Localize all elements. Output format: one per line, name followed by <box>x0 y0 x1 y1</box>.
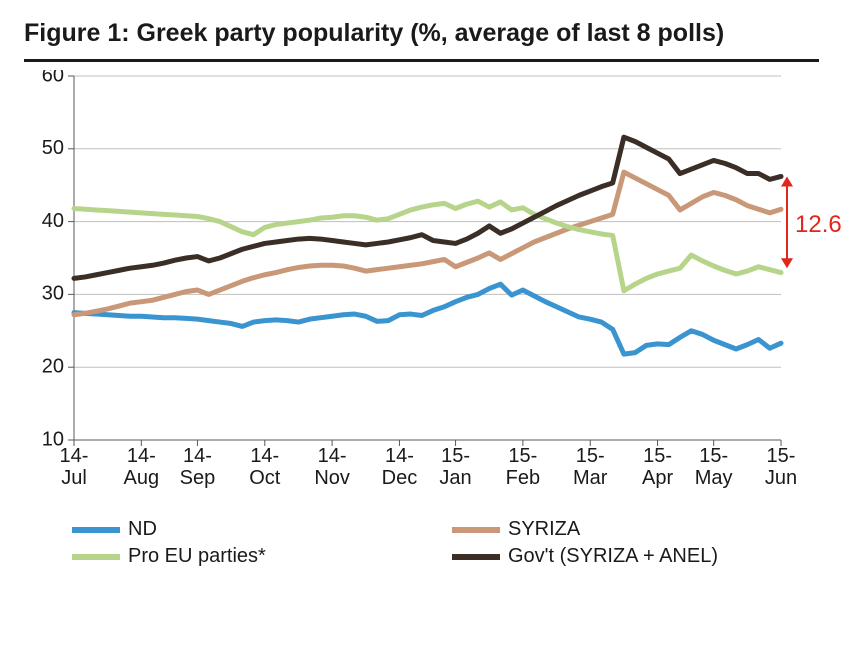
svg-text:Dec: Dec <box>382 467 418 489</box>
legend-swatch <box>72 527 120 533</box>
legend: ND SYRIZA Pro EU parties* Gov't (SYRIZA + A… <box>72 516 832 570</box>
svg-text:Sep: Sep <box>180 467 216 489</box>
svg-text:14-: 14- <box>127 445 156 467</box>
legend-swatch <box>452 554 500 560</box>
svg-text:14-: 14- <box>318 445 347 467</box>
legend-label: Gov't (SYRIZA + ANEL) <box>508 545 718 568</box>
svg-text:14-: 14- <box>250 445 279 467</box>
legend-item: Gov't (SYRIZA + ANEL) <box>452 543 832 570</box>
svg-text:Mar: Mar <box>573 467 608 489</box>
line-chart: 10203040506014-Jul14-Aug14-Sep14-Oct14-N… <box>24 70 819 510</box>
svg-text:Feb: Feb <box>506 467 540 489</box>
legend-item: Pro EU parties* <box>72 543 452 570</box>
figure-title: Figure 1: Greek party popularity (%, ave… <box>24 18 819 49</box>
svg-text:Apr: Apr <box>642 467 673 489</box>
legend-label: SYRIZA <box>508 518 580 541</box>
svg-text:Nov: Nov <box>314 467 350 489</box>
svg-text:Jan: Jan <box>439 467 471 489</box>
svg-text:Jun: Jun <box>765 467 797 489</box>
legend-label: Pro EU parties* <box>128 545 266 568</box>
legend-item: ND <box>72 516 452 543</box>
legend-swatch <box>452 527 500 533</box>
svg-text:15-: 15- <box>508 445 537 467</box>
legend-swatch <box>72 554 120 560</box>
svg-text:15-: 15- <box>699 445 728 467</box>
svg-text:30: 30 <box>42 283 64 305</box>
svg-text:15-: 15- <box>643 445 672 467</box>
title-rule <box>24 59 819 62</box>
svg-text:50: 50 <box>42 137 64 159</box>
svg-text:20: 20 <box>42 356 64 378</box>
svg-text:14-: 14- <box>385 445 414 467</box>
svg-text:40: 40 <box>42 210 64 232</box>
svg-text:May: May <box>695 467 733 489</box>
svg-text:Jul: Jul <box>61 467 87 489</box>
gap-annotation-label: 12.6 <box>795 211 842 239</box>
svg-text:14-: 14- <box>60 445 89 467</box>
figure-container: Figure 1: Greek party popularity (%, ave… <box>0 0 843 658</box>
svg-text:Oct: Oct <box>249 467 281 489</box>
svg-text:Aug: Aug <box>124 467 160 489</box>
legend-label: ND <box>128 518 157 541</box>
svg-text:15-: 15- <box>767 445 796 467</box>
chart-area: 10203040506014-Jul14-Aug14-Sep14-Oct14-N… <box>24 70 819 510</box>
svg-text:60: 60 <box>42 70 64 86</box>
svg-text:14-: 14- <box>183 445 212 467</box>
svg-text:15-: 15- <box>441 445 470 467</box>
legend-item: SYRIZA <box>452 516 832 543</box>
svg-text:15-: 15- <box>576 445 605 467</box>
